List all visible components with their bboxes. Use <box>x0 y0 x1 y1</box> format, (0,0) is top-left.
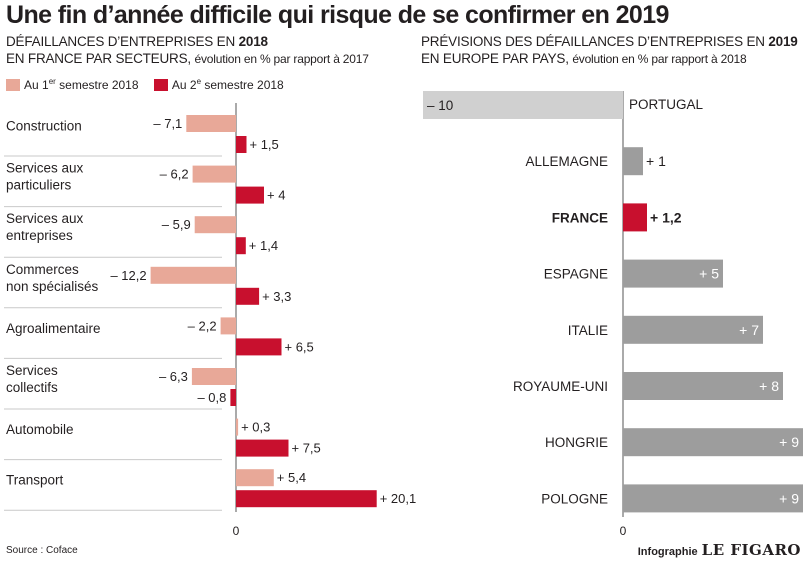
legend-s2-prefix: Au 2 <box>171 78 197 92</box>
category-label: Services aux <box>6 211 84 226</box>
bar-s1 <box>150 266 236 284</box>
data-label: + 5 <box>699 266 719 282</box>
credit: Infographie LE FIGARO <box>638 541 801 559</box>
chart-title: Une fin d’année difficile qui risque de … <box>6 1 669 29</box>
data-label: + 0,3 <box>241 420 270 435</box>
country-label: POLOGNE <box>541 491 608 506</box>
bar-s1 <box>191 368 236 385</box>
right-zero-label: 0 <box>620 524 627 538</box>
data-label: – 10 <box>427 98 453 113</box>
legend-s1-sup: er <box>48 77 56 86</box>
bar-s1 <box>192 165 236 183</box>
right-subtitle: PRÉVISIONS DES DÉFAILLANCES D’ENTREPRISE… <box>421 33 798 68</box>
data-label: + 1,5 <box>250 137 279 152</box>
legend: Au 1er semestre 2018 Au 2e semestre 2018 <box>6 77 296 92</box>
data-label: – 2,2 <box>188 318 217 333</box>
bar-s2 <box>236 186 264 204</box>
data-label: + 5,4 <box>277 470 306 485</box>
credit-brand: LE FIGARO <box>701 541 801 559</box>
right-subtitle-line1: PRÉVISIONS DES DÉFAILLANCES D’ENTREPRISE… <box>421 34 765 49</box>
data-label: + 6,5 <box>285 339 314 354</box>
legend-s1-suffix: semestre 2018 <box>55 78 139 92</box>
country-bar <box>423 91 623 119</box>
bar-s1 <box>236 469 274 487</box>
country-bar <box>623 259 723 288</box>
data-label: + 7 <box>739 322 759 338</box>
data-label: – 6,2 <box>160 167 189 182</box>
bar-s2 <box>236 136 247 153</box>
data-label: + 1,4 <box>249 238 278 253</box>
data-label: – 6,3 <box>159 369 188 384</box>
country-label: HONGRIE <box>545 435 608 450</box>
data-label: + 9 <box>779 434 799 450</box>
legend-s1-prefix: Au 1 <box>24 78 49 92</box>
data-label: + 1,2 <box>650 209 682 225</box>
left-subtitle: DÉFAILLANCES D’ENTREPRISES EN 2018 EN FR… <box>6 33 369 68</box>
category-label: Commerces <box>6 262 79 277</box>
country-label: ITALIE <box>568 323 608 338</box>
left-zero-label: 0 <box>233 524 240 538</box>
category-label: Construction <box>6 119 82 134</box>
data-label: – 7,1 <box>153 116 182 131</box>
data-label: + 7,5 <box>292 441 321 456</box>
country-label: PORTUGAL <box>629 97 704 112</box>
category-label: Services aux <box>6 161 84 176</box>
legend-item-s2: Au 2e semestre 2018 <box>153 77 284 92</box>
country-bar <box>623 203 647 232</box>
data-label: – 12,2 <box>110 268 146 283</box>
bar-s2 <box>236 287 260 305</box>
bar-s1 <box>194 216 236 234</box>
data-label: + 8 <box>759 378 779 394</box>
bar-s2 <box>236 490 377 508</box>
bar-s2 <box>236 338 282 356</box>
country-bar <box>623 428 803 457</box>
bar-s1 <box>186 115 236 132</box>
left-subtitle-line1: DÉFAILLANCES D’ENTREPRISES EN <box>6 34 236 49</box>
category-label: Agroalimentaire <box>6 321 101 336</box>
legend-item-s1: Au 1er semestre 2018 <box>6 77 139 92</box>
category-label: Transport <box>6 473 64 488</box>
left-subtitle-line2: EN FRANCE PAR SECTEURS, <box>6 51 191 66</box>
legend-swatch-s2 <box>153 79 168 91</box>
data-label: + 4 <box>267 188 285 203</box>
country-label: ALLEMAGNE <box>525 154 608 169</box>
credit-label: Infographie <box>637 546 698 558</box>
data-label: + 1 <box>646 153 666 169</box>
country-bar <box>623 484 803 513</box>
legend-swatch-s1 <box>6 79 20 91</box>
right-subtitle-note: évolution en % par rapport à 2018 <box>572 52 747 66</box>
source-note: Source : Coface <box>6 545 78 556</box>
left-subtitle-year: 2018 <box>238 34 268 49</box>
category-label: Services <box>6 363 58 378</box>
bar-s2 <box>236 439 289 457</box>
country-label: FRANCE <box>552 210 608 225</box>
category-label: particuliers <box>6 178 72 193</box>
category-label: non spécialisés <box>6 279 99 294</box>
data-label: – 5,9 <box>162 217 191 232</box>
legend-s2-sup: e <box>196 77 202 86</box>
data-label: + 9 <box>779 490 799 506</box>
country-bar <box>623 315 763 344</box>
country-bar <box>623 372 783 400</box>
category-label: collectifs <box>6 380 58 395</box>
bar-s2 <box>236 237 246 255</box>
legend-s2-suffix: semestre 2018 <box>201 78 284 92</box>
bar-s2 <box>230 389 236 406</box>
category-label: Automobile <box>6 422 74 437</box>
bar-s1 <box>236 418 239 436</box>
data-label: + 3,3 <box>262 289 291 304</box>
country-label: ROYAUME-UNI <box>513 379 608 394</box>
country-bar <box>623 147 643 176</box>
left-subtitle-note: évolution en % par rapport à 2017 <box>194 52 369 66</box>
data-label: + 20,1 <box>380 491 417 506</box>
right-subtitle-year: 2019 <box>768 34 798 49</box>
bar-s1 <box>220 317 236 335</box>
category-label: entreprises <box>6 228 73 243</box>
country-label: ESPAGNE <box>544 267 608 282</box>
right-subtitle-line2: EN EUROPE PAR PAYS, <box>421 51 569 66</box>
data-label: – 0,8 <box>197 390 226 405</box>
